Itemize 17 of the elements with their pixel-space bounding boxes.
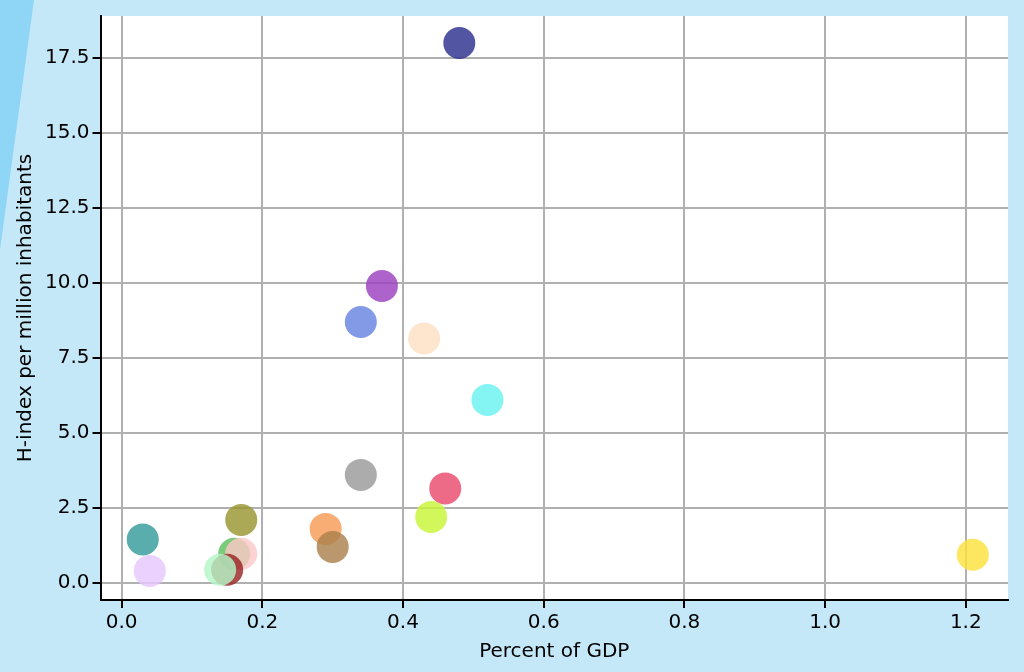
y-tick-label: 0.0 (57, 569, 90, 594)
x-axis-title: Percent of GDP (479, 638, 630, 663)
x-tick-label: 1.0 (809, 609, 842, 634)
y-tick-label: 2.5 (57, 494, 90, 519)
y-tick-label: 7.5 (57, 344, 90, 369)
x-tick-label: 0.8 (668, 609, 701, 634)
y-tick-label: 15.0 (45, 119, 90, 144)
y-tick-label: 12.5 (45, 194, 90, 219)
x-tick-label: 0.0 (105, 609, 138, 634)
x-tick-label: 0.2 (246, 609, 279, 634)
y-tick-label: 17.5 (45, 44, 90, 69)
x-tick-label: 1.2 (949, 609, 982, 634)
x-tick-label: 0.6 (527, 609, 560, 634)
x-tick-label: 0.4 (387, 609, 419, 634)
y-tick-label: 5.0 (57, 419, 90, 444)
y-tick-label: 10.0 (45, 269, 90, 294)
y-axis-title: H-index per million inhabitants (12, 153, 37, 463)
